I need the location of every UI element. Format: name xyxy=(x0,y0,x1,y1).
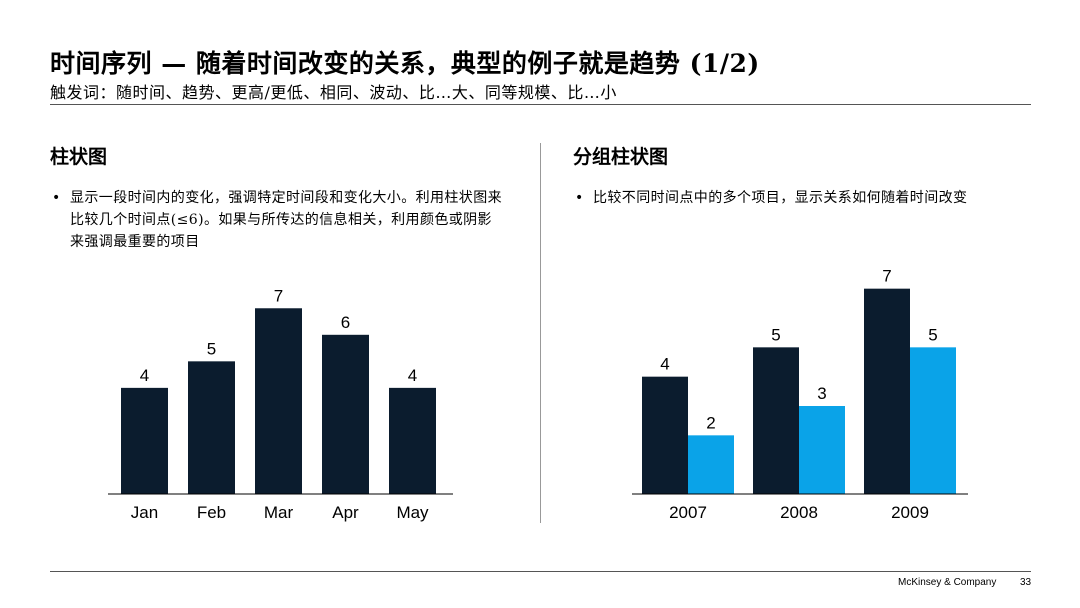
data-label: 7 xyxy=(882,267,891,286)
bar xyxy=(910,347,956,494)
page-title: 时间序列 — 随着时间改变的关系，典型的例子就是趋势 (1/2) xyxy=(50,49,760,78)
right-bullet-text: 比较不同时间点中的多个项目，显示关系如何随着时间改变 xyxy=(593,190,968,206)
x-tick-label: Jan xyxy=(131,503,158,522)
x-tick-label: Apr xyxy=(332,503,359,522)
bar xyxy=(322,334,369,494)
bar xyxy=(799,406,845,494)
right-section-title: 分组柱状图 xyxy=(573,146,669,168)
bar xyxy=(121,387,168,494)
data-label: 6 xyxy=(341,313,350,332)
x-tick-label: 2007 xyxy=(669,503,707,522)
footer-rule xyxy=(50,571,1031,572)
bar xyxy=(753,347,799,494)
x-tick-label: May xyxy=(396,503,429,522)
bar xyxy=(255,308,302,494)
data-label: 5 xyxy=(928,325,937,344)
x-tick-label: Feb xyxy=(197,503,226,522)
bar xyxy=(188,361,235,494)
x-tick-label: 2009 xyxy=(891,503,929,522)
x-tick-label: 2008 xyxy=(780,503,818,522)
data-label: 7 xyxy=(274,286,283,305)
data-label: 4 xyxy=(660,355,669,374)
footer-brand: McKinsey & Company xyxy=(898,577,997,588)
left-bullet-text: 显示一段时间内的变化，强调特定时间段和变化大小。利用柱状图来比较几个时间点(≤6… xyxy=(70,190,502,250)
data-label: 5 xyxy=(207,339,216,358)
bar xyxy=(688,435,734,494)
bullet-dot-icon: • xyxy=(575,190,584,206)
grouped-bar-chart: 4 2 2007 5 3 2008 7 5 2009 xyxy=(632,267,968,522)
left-bullet: • 显示一段时间内的变化，强调特定时间段和变化大小。利用柱状图来比较几个时间点(… xyxy=(52,187,505,253)
header-rule xyxy=(50,104,1031,105)
data-label: 4 xyxy=(408,366,417,385)
data-label: 4 xyxy=(140,366,149,385)
bullet-dot-icon: • xyxy=(52,190,61,206)
bar xyxy=(864,288,910,494)
right-bullet: • 比较不同时间点中的多个项目，显示关系如何随着时间改变 xyxy=(575,187,1033,209)
data-label: 5 xyxy=(771,325,780,344)
page-number: 33 xyxy=(1020,577,1032,588)
bar xyxy=(389,387,436,494)
section-divider xyxy=(540,143,541,523)
page-subtitle: 触发词：随时间、趋势、更高/更低、相同、波动、比…大、同等规模、比…小 xyxy=(50,83,617,102)
bar-chart: 4 Jan 5 Feb 7 Mar 6 Apr 4 May xyxy=(108,286,453,522)
bar xyxy=(642,376,688,494)
x-tick-label: Mar xyxy=(264,503,294,522)
data-label: 3 xyxy=(817,384,826,403)
left-section-title: 柱状图 xyxy=(50,146,108,168)
data-label: 2 xyxy=(706,413,715,432)
